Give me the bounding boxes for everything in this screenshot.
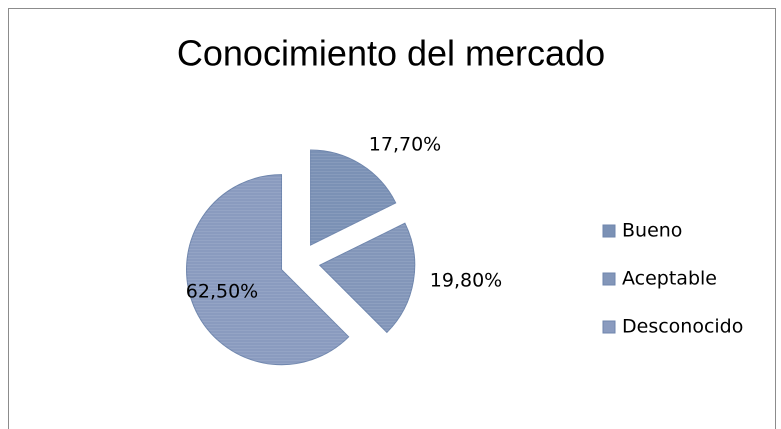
legend-label: Aceptable — [622, 268, 717, 290]
chart-title: Conocimiento del mercado — [177, 33, 605, 74]
legend-swatch — [602, 224, 616, 238]
slice-texture — [319, 223, 415, 333]
legend-label: Desconocido — [622, 316, 743, 338]
slice-texture — [186, 174, 349, 365]
chart-frame — [8, 8, 776, 429]
legend-label: Bueno — [622, 220, 682, 242]
data-label: 62,50% — [186, 281, 258, 303]
legend-swatch — [602, 320, 616, 334]
data-label: 19,80% — [430, 270, 502, 292]
legend-swatch — [602, 272, 616, 286]
data-label: 17,70% — [369, 134, 441, 156]
slice-texture — [310, 150, 396, 246]
